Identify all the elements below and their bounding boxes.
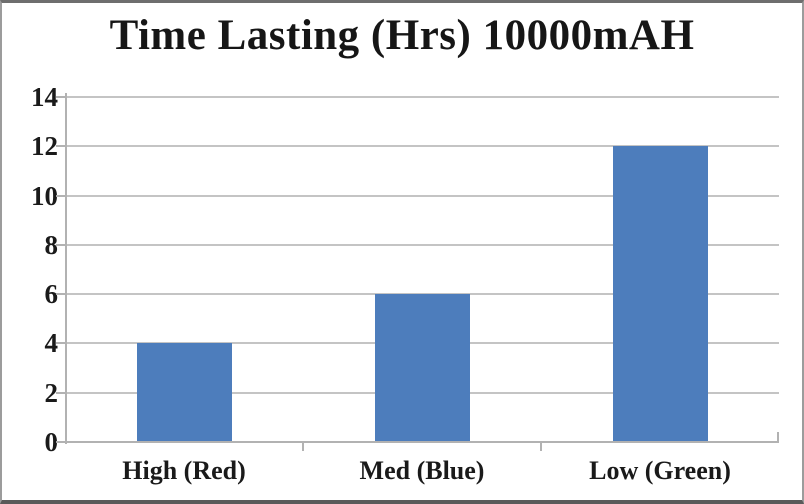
gridline-12 (65, 145, 779, 148)
y-tick-label-14: 14 (31, 82, 58, 112)
x-category-label: High (Red) (122, 456, 246, 485)
x-category-label: Med (Blue) (359, 456, 485, 485)
y-tick-label-8: 8 (44, 229, 59, 260)
bar-low-green (612, 146, 708, 442)
y-tick-2 (56, 391, 66, 394)
bar-high-red (136, 343, 232, 442)
y-axis-labels: 0 2 4 6 8 10 12 14 (2, 82, 59, 457)
x-tick-end (777, 432, 779, 442)
chart-title: Time Lasting (Hrs) 10000mAH (109, 12, 695, 59)
y-tick-12 (56, 145, 66, 148)
y-tick-10 (56, 194, 66, 197)
y-tick-label-0: 0 (44, 427, 59, 457)
x-tick-1 (302, 442, 304, 451)
gridline-14 (65, 96, 779, 98)
plot-area (56, 93, 779, 451)
y-tick-label-2: 2 (44, 377, 59, 408)
x-tick-2 (540, 442, 542, 451)
x-axis-line (65, 441, 779, 443)
y-tick-0 (56, 441, 66, 443)
y-axis-line (65, 93, 67, 444)
gridline-8 (65, 243, 779, 246)
y-tick-4 (56, 342, 66, 345)
y-tick-label-6: 6 (44, 279, 59, 310)
gridline-10 (65, 194, 779, 197)
y-tick-6 (56, 293, 66, 296)
y-tick-label-10: 10 (31, 180, 58, 211)
x-axis-labels: High (Red) Med (Blue) Low (Green) (65, 456, 779, 496)
x-category-label: Low (Green) (589, 456, 731, 485)
y-tick-label-12: 12 (31, 131, 58, 162)
y-tick-label-4: 4 (44, 328, 59, 359)
bar-med-blue (374, 294, 470, 442)
y-tick-8 (56, 243, 66, 246)
y-tick-14 (56, 96, 66, 98)
